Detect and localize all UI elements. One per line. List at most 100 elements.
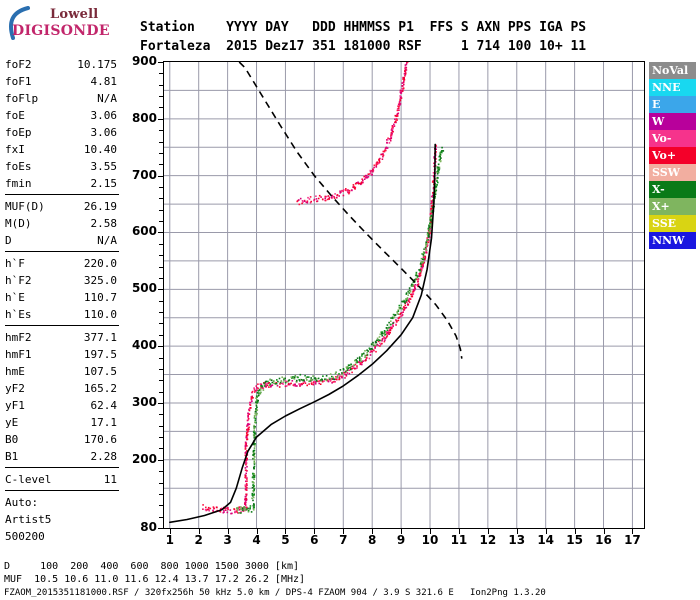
echo-point [389,138,391,140]
echo-point [430,207,433,210]
echo-point [411,285,414,287]
y-axis-minor-tick [159,164,163,166]
echo-point [299,373,302,376]
echo-point [293,384,295,387]
echo-point [401,87,403,90]
echo-point [402,311,404,313]
echo-point [325,378,328,381]
y-axis-minor-tick [159,357,163,359]
echo-point [431,181,434,183]
echo-point [302,201,304,203]
echo-point [339,192,341,194]
y-axis-minor-tick [159,380,163,382]
echo-point [328,196,331,199]
echo-point [333,197,336,199]
echo-point [415,272,418,275]
x-axis-tick-mark [401,528,403,534]
echo-point [251,396,253,399]
echo-point [253,389,256,391]
echo-point [403,83,405,86]
legend-swatch-vo-[interactable]: Vo- [649,130,696,147]
legend-swatch-ssw[interactable]: SSW [649,164,696,181]
echo-point [245,463,247,466]
param-row: foEs 3.55 [3,158,121,175]
echo-point [282,383,284,385]
echo-point [365,359,367,362]
echo-point [376,343,378,346]
legend-swatch-nne[interactable]: NNE [649,79,696,96]
echo-point [254,419,257,422]
echo-point [246,478,248,480]
legend-swatch-x-[interactable]: X- [649,181,696,198]
legend-swatch-e[interactable]: E [649,96,696,113]
echo-point [356,357,359,359]
echo-point [411,283,413,286]
legend-swatch-sse[interactable]: SSE [649,215,696,232]
echo-point [369,351,371,354]
echo-point [404,64,407,66]
echo-point [374,347,376,349]
echo-point [244,467,247,469]
legend-swatch-noval[interactable]: NoVal [649,62,696,79]
echo-point [344,371,347,373]
param-value: 220.0 [83,257,117,270]
echo-point [292,377,295,380]
echo-point [304,374,306,377]
echo-point [422,265,424,268]
x-axis-tick-label: 16 [595,533,612,547]
echo-point [395,319,397,321]
echo-point [394,120,397,122]
echo-point [386,327,388,329]
echo-point [431,200,433,203]
param-key: hmF2 [5,331,32,344]
legend-swatch-vo-[interactable]: Vo+ [649,147,696,164]
legend-swatch-nnw[interactable]: NNW [649,232,696,249]
echo-point [429,212,432,215]
legend-swatch-x-[interactable]: X+ [649,198,696,215]
echo-point [401,315,403,317]
echo-point [382,150,385,153]
y-axis-tick-label: 600 [131,224,157,239]
echo-point [308,383,310,385]
echo-point [325,375,328,377]
echo-point [383,332,386,335]
echo-point [419,271,422,274]
echo-point [274,382,277,385]
echo-point [260,385,262,387]
param-row: B0 170.6 [3,431,121,448]
echo-point [392,322,394,324]
echo-point [345,375,348,377]
echo-point [400,312,402,315]
echo-point [301,200,304,202]
echo-point [434,191,437,194]
echo-point [351,368,353,370]
echo-point [422,262,425,265]
echo-point [245,451,247,453]
echo-point [301,202,303,205]
echo-point [313,199,315,202]
legend-swatch-w[interactable]: W [649,113,696,130]
echo-point [354,182,357,185]
echo-point [365,175,368,177]
echo-point [399,104,401,106]
param-value: 110.7 [83,291,117,304]
echo-point [402,87,405,89]
ionogram-plot-area[interactable] [163,61,645,529]
y-axis-minor-tick [159,130,163,132]
param-row: h`F2 325.0 [3,272,121,289]
echo-point [391,132,393,135]
echo-point [384,333,387,336]
header-line-2: Fortaleza 2015 Dez17 351 181000 RSF 1 71… [140,39,587,54]
scaled-parameters-panel: foF2 10.175 foF1 4.81 foFlp N/A foE 3.06 foEp 3.0… [3,56,121,545]
echo-point [358,359,361,362]
echo-point [238,509,241,511]
echo-point [296,200,298,203]
echo-point [244,503,246,505]
echo-point [338,373,340,375]
echo-point [401,300,403,303]
echo-point [404,72,407,75]
echo-point [375,163,378,166]
echo-point [414,278,416,281]
echo-point [390,134,392,136]
echo-point [253,475,256,477]
